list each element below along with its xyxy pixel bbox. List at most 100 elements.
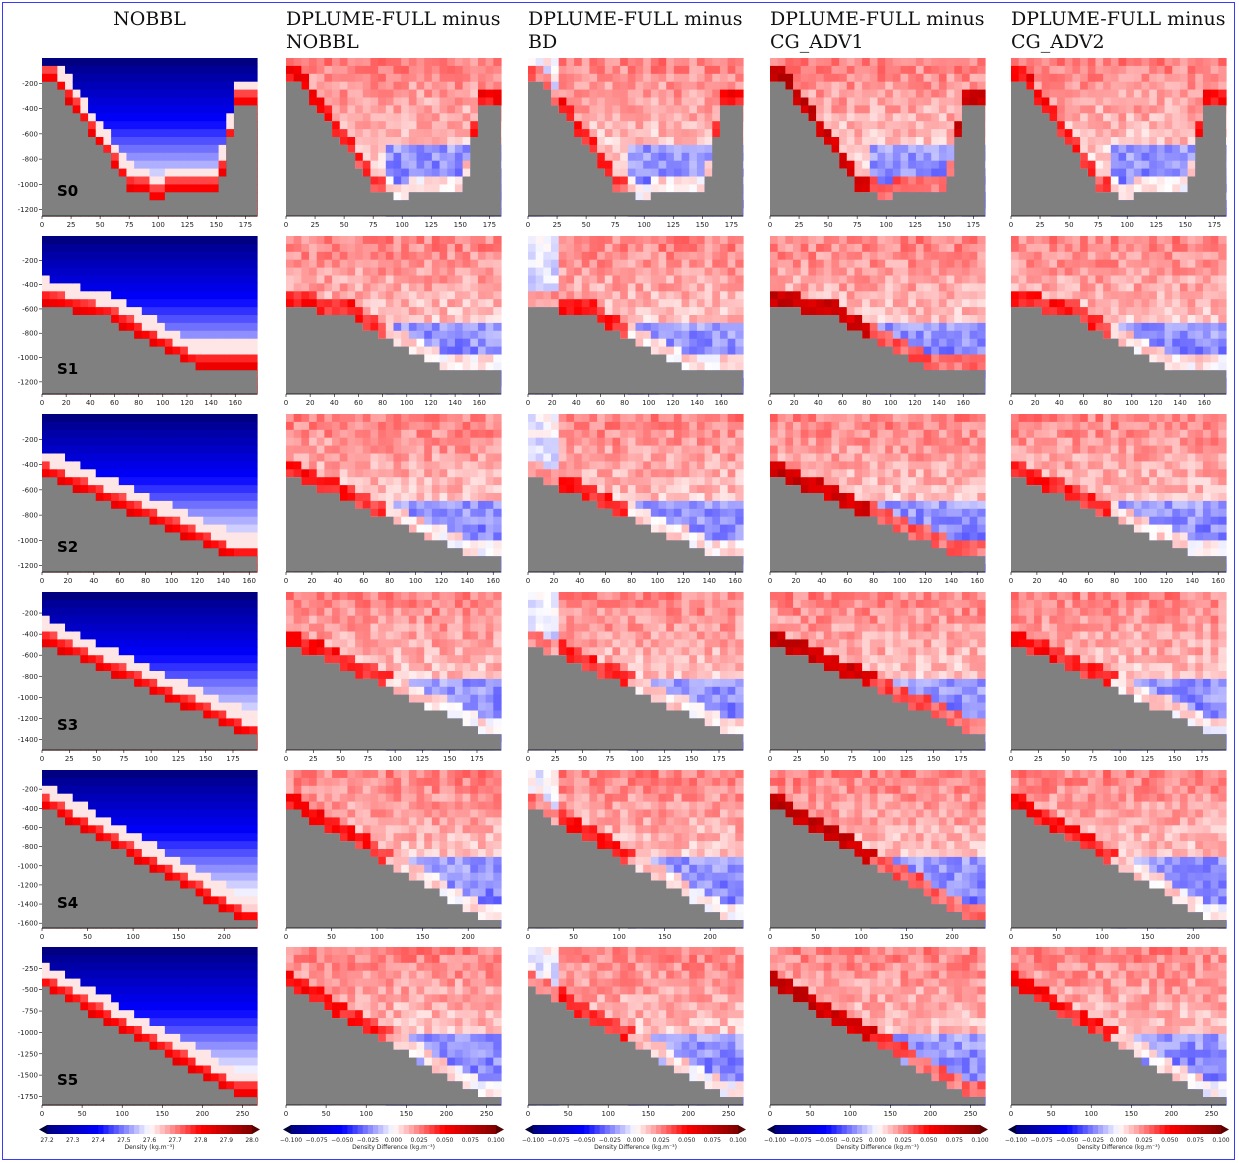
heatmap-cell [620, 129, 629, 138]
heatmap-cell [316, 243, 325, 253]
x-tick-label: 160 [715, 399, 728, 407]
heatmap-cell [1133, 176, 1143, 185]
heatmap-cell [1164, 176, 1173, 185]
heatmap-cell [172, 105, 181, 114]
heatmap-cell [424, 275, 433, 284]
heatmap-cell [696, 259, 706, 269]
heatmap-cell [485, 315, 494, 324]
heatmap-cell [118, 267, 128, 277]
heatmap-cell [485, 283, 494, 292]
heatmap-cell [1202, 97, 1212, 106]
heatmap-cell [324, 81, 333, 91]
heatmap-cell [597, 299, 606, 308]
heatmap-cell [95, 129, 105, 138]
heatmap-cell [80, 291, 89, 300]
heatmap-cell [785, 58, 794, 67]
heatmap-cell [658, 236, 667, 245]
heatmap-cell [431, 322, 441, 332]
heatmap-cell [88, 307, 97, 316]
heatmap-cell [543, 243, 552, 253]
heatmap-cell [696, 65, 706, 75]
section-label-S0: S0 [57, 182, 78, 200]
heatmap-cell [218, 338, 227, 348]
heatmap-cell [332, 97, 341, 106]
heatmap-cell [1156, 121, 1166, 130]
heatmap-cell [126, 184, 135, 193]
heatmap-cell [869, 176, 879, 185]
heatmap-cell [157, 243, 166, 253]
heatmap-cell [447, 113, 456, 122]
heatmap-cell [1164, 129, 1173, 138]
heatmap-cell [1187, 121, 1196, 130]
heatmap-cell [643, 299, 652, 308]
heatmap-cell [111, 97, 120, 106]
heatmap-cell [869, 89, 879, 99]
heatmap-cell [696, 346, 706, 356]
heatmap-cell [1126, 105, 1135, 114]
heatmap-cell [566, 81, 575, 91]
heatmap-cell [620, 105, 629, 114]
heatmap-cell [339, 129, 349, 138]
heatmap-cell [226, 105, 235, 114]
heatmap-cell [862, 129, 871, 138]
heatmap-cell [1133, 152, 1143, 162]
heatmap-cell [528, 283, 537, 292]
heatmap-cell [1156, 129, 1166, 138]
heatmap-cell [447, 275, 456, 284]
heatmap-cell [424, 322, 433, 332]
heatmap-cell [735, 315, 744, 324]
x-tick-label: 60 [354, 399, 363, 407]
heatmap-cell [218, 322, 227, 332]
heatmap-cell [869, 81, 879, 91]
heatmap-cell [111, 65, 120, 75]
heatmap-cell [589, 267, 598, 277]
heatmap-cell [689, 322, 698, 332]
heatmap-cell [1187, 105, 1196, 114]
heatmap-cell [1164, 65, 1173, 75]
heatmap-cell [462, 291, 471, 300]
heatmap-cell [1133, 113, 1143, 122]
heatmap-cell [301, 251, 310, 261]
heatmap-cell [226, 346, 235, 356]
heatmap-cell [673, 291, 683, 300]
heatmap-cell [689, 137, 698, 146]
heatmap-cell [470, 259, 479, 269]
heatmap-cell [816, 73, 825, 83]
heatmap-cell [454, 105, 464, 114]
heatmap-cell [719, 322, 729, 332]
heatmap-cell [203, 144, 212, 154]
heatmap-cell [172, 330, 181, 340]
heatmap-cell [485, 73, 494, 83]
heatmap-cell [218, 346, 227, 356]
heatmap-cell [339, 283, 349, 292]
heatmap-cell [566, 236, 575, 245]
heatmap-cell [854, 291, 863, 300]
heatmap-cell [696, 144, 706, 154]
heatmap-cell [249, 65, 258, 75]
heatmap-cell [650, 283, 660, 292]
heatmap-cell [416, 160, 425, 170]
heatmap-cell [431, 113, 441, 122]
heatmap-cell [485, 97, 494, 106]
x-tick-label: 75 [369, 221, 378, 229]
heatmap-cell [172, 338, 181, 348]
heatmap-cell [157, 89, 166, 99]
heatmap-cell [393, 121, 402, 130]
heatmap-cell [103, 267, 112, 277]
heatmap-cell [454, 121, 464, 130]
heatmap-cell [241, 354, 250, 363]
heatmap-cell [719, 307, 729, 316]
heatmap-cell [823, 307, 833, 316]
heatmap-cell [370, 144, 379, 154]
heatmap-cell [666, 168, 675, 178]
heatmap-cell [915, 160, 925, 170]
heatmap-cell [1210, 73, 1219, 83]
heatmap-cell [574, 259, 583, 269]
heatmap-cell [650, 176, 660, 185]
heatmap-cell [1149, 160, 1158, 170]
heatmap-cell [355, 251, 364, 261]
heatmap-cell [393, 58, 402, 67]
heatmap-cell [885, 315, 894, 324]
heatmap-cell [1179, 65, 1189, 75]
heatmap-cell [666, 315, 675, 324]
